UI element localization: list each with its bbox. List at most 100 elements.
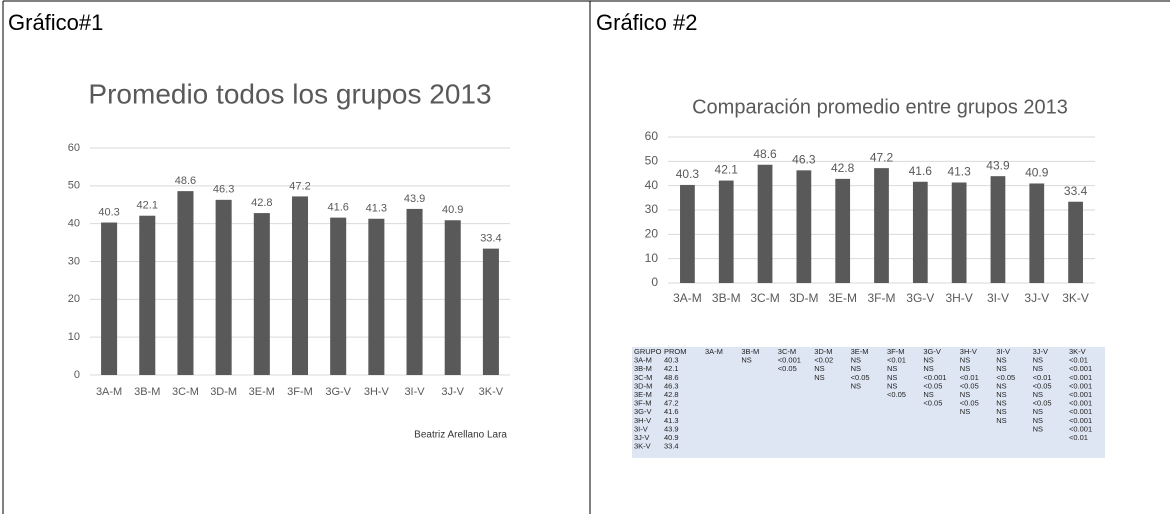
y-tick-label: 50	[645, 154, 659, 168]
table-cell: <0.001	[1069, 390, 1092, 399]
x-tick-label: 3C-M	[750, 291, 779, 305]
table-cell: NS	[851, 381, 861, 390]
x-tick-label: 3G-V	[906, 291, 934, 305]
y-tick-label: 20	[645, 227, 659, 241]
bar	[757, 164, 773, 283]
bar	[101, 222, 118, 375]
table-cell: NS	[996, 399, 1006, 408]
table-cell: 3H-V	[960, 347, 977, 356]
bar	[680, 184, 695, 283]
y-tick-label: 60	[68, 142, 80, 154]
data-label: 40.3	[98, 206, 119, 218]
data-label: 48.6	[175, 175, 196, 187]
table-bg	[632, 347, 1105, 458]
bar	[482, 248, 499, 375]
data-label: 47.2	[870, 150, 894, 164]
bar	[835, 178, 851, 283]
chart-title: Promedio todos los grupos 2013	[88, 78, 491, 109]
table-cell: NS	[1033, 416, 1043, 425]
header: Gráfico#1	[8, 10, 103, 35]
y-tick-label: 40	[645, 178, 659, 192]
data-label: 41.6	[909, 164, 933, 178]
table-cell: NS	[851, 364, 861, 373]
x-tick-label: 3H-V	[364, 386, 390, 398]
table-cell: 42.1	[664, 364, 679, 373]
x-tick-label: 3D-M	[210, 386, 237, 398]
data-label: 48.6	[753, 147, 777, 161]
table-cell: 46.3	[664, 381, 679, 390]
data-label: 33.4	[1064, 184, 1088, 198]
table-cell: 41.3	[664, 416, 679, 425]
table-cell: 3F-M	[887, 347, 905, 356]
table-cell: 43.9	[664, 424, 679, 433]
table-cell: <0.001	[1069, 407, 1092, 416]
data-label: 46.3	[213, 184, 234, 196]
x-tick-label: 3H-V	[945, 291, 972, 305]
table-cell: 3J-V	[634, 433, 649, 442]
data-label: 41.6	[327, 202, 348, 214]
bar	[1068, 201, 1083, 283]
table-cell: 3I-V	[996, 347, 1010, 356]
table-cell: NS	[887, 373, 897, 382]
table-cell: <0.02	[814, 356, 833, 365]
table-cell: <0.01	[960, 373, 979, 382]
table-cell: NS	[960, 356, 970, 365]
table-cell: NS	[996, 381, 1006, 390]
table-cell: <0.001	[923, 373, 946, 382]
table-cell: 3H-V	[634, 416, 651, 425]
table-cell: NS	[996, 356, 1006, 365]
table-cell: <0.001	[1069, 364, 1092, 373]
y-tick-label: 30	[645, 202, 659, 216]
x-tick-label: 3A-M	[96, 386, 122, 398]
x-tick-label: 3K-V	[1062, 291, 1089, 305]
bar	[177, 191, 194, 375]
table-cell: 3B-M	[741, 347, 759, 356]
table-cell: 3C-M	[778, 347, 796, 356]
y-tick-label: 0	[74, 369, 80, 381]
y-tick-label: 10	[645, 251, 659, 265]
chart-title: Comparación promedio entre grupos 2013	[692, 96, 1068, 118]
table-cell: NS	[996, 390, 1006, 399]
table-cell: NS	[814, 373, 824, 382]
x-tick-label: 3F-M	[287, 386, 313, 398]
x-tick-label: 3K-V	[479, 386, 504, 398]
table-cell: <0.001	[1069, 416, 1092, 425]
x-tick-label: 3D-M	[789, 291, 818, 305]
table-cell: 3E-M	[851, 347, 869, 356]
table-cell: <0.01	[887, 356, 906, 365]
table-cell: 3F-M	[634, 399, 652, 408]
table-cell: 3B-M	[634, 364, 652, 373]
data-label: 43.9	[986, 158, 1010, 172]
data-label: 42.1	[137, 200, 158, 212]
table-cell: <0.001	[1069, 399, 1092, 408]
table-cell: 3K-V	[634, 442, 651, 451]
y-tick-label: 60	[645, 129, 659, 143]
y-tick-label: 10	[68, 331, 80, 343]
table-cell: <0.05	[923, 399, 942, 408]
bar	[444, 220, 461, 375]
table-cell: 3G-V	[634, 407, 652, 416]
x-tick-label: 3B-M	[712, 291, 741, 305]
table-cell: <0.01	[1033, 373, 1052, 382]
table-cell: NS	[1033, 364, 1043, 373]
table-cell: NS	[923, 364, 933, 373]
x-tick-label: 3C-M	[172, 386, 199, 398]
table-cell: NS	[996, 364, 1006, 373]
table-cell: NS	[851, 356, 861, 365]
x-tick-label: 3E-M	[828, 291, 857, 305]
table-cell: NS	[887, 381, 897, 390]
table-cell: <0.05	[1033, 399, 1052, 408]
bar	[406, 208, 423, 375]
table-cell: <0.05	[960, 381, 979, 390]
header: Gráfico #2	[596, 10, 698, 35]
table-cell: 3G-V	[923, 347, 941, 356]
table-cell: 47.2	[664, 399, 679, 408]
bar	[718, 180, 734, 283]
bar	[1029, 183, 1045, 283]
table-cell: 40.3	[664, 356, 679, 365]
table-cell: NS	[741, 356, 751, 365]
table-cell: 48.6	[664, 373, 679, 382]
table-cell: <0.05	[960, 399, 979, 408]
bar	[874, 168, 889, 283]
